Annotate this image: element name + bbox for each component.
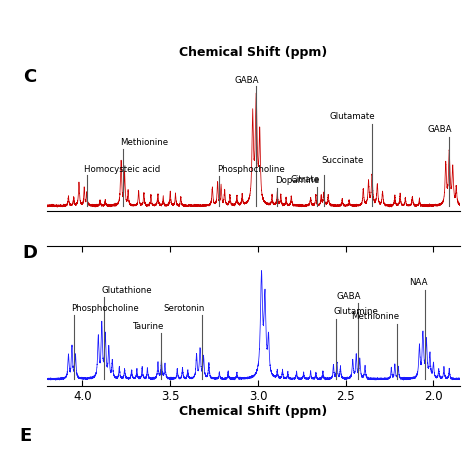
Text: Chemical Shift (ppm): Chemical Shift (ppm) — [180, 46, 328, 59]
Text: Taurine: Taurine — [133, 322, 164, 331]
Text: Glutathione: Glutathione — [102, 286, 153, 295]
Text: D: D — [23, 244, 37, 262]
Text: NAA: NAA — [409, 278, 428, 287]
Text: Glutamate: Glutamate — [329, 112, 374, 121]
Text: E: E — [19, 427, 31, 445]
Text: Succinate: Succinate — [321, 156, 364, 165]
Text: Phosphocholine: Phosphocholine — [217, 165, 284, 174]
Text: Methionine: Methionine — [351, 312, 399, 321]
Text: Dopamine: Dopamine — [274, 176, 319, 185]
Text: GABA: GABA — [336, 292, 361, 301]
Text: Methionine: Methionine — [120, 138, 168, 147]
Text: Serotonin: Serotonin — [163, 304, 204, 313]
Text: C: C — [23, 68, 36, 86]
Text: Glutamine: Glutamine — [333, 308, 378, 317]
Text: Chemical Shift (ppm): Chemical Shift (ppm) — [180, 405, 328, 418]
Text: GABA: GABA — [234, 76, 259, 85]
Text: Homocysteic acid: Homocysteic acid — [84, 165, 161, 174]
Text: GABA: GABA — [428, 125, 452, 134]
Text: Citrate: Citrate — [290, 175, 319, 184]
Text: Phosphocholine: Phosphocholine — [71, 304, 139, 313]
